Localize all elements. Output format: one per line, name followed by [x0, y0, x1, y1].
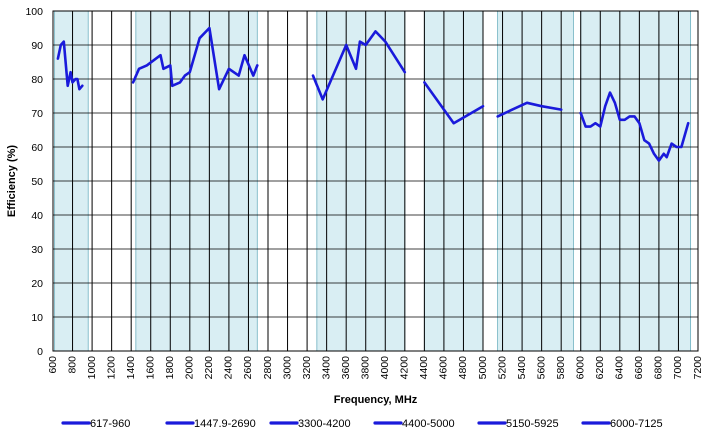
- x-tick-label: 6200: [594, 356, 606, 380]
- legend-label-0: 617-960: [90, 418, 130, 430]
- y-axis-label: Efficiency (%): [6, 145, 18, 217]
- x-tick-label: 4800: [457, 356, 469, 380]
- x-tick-label: 4200: [399, 356, 411, 380]
- series-lines: [56, 26, 690, 162]
- y-tick-label: 10: [31, 312, 43, 324]
- x-tick-label: 3200: [301, 356, 313, 380]
- y-tick-label: 70: [31, 108, 43, 120]
- x-tick-label: 5600: [535, 356, 547, 380]
- x-tick-label: 2600: [242, 356, 254, 380]
- legend-label-5: 6000-7125: [610, 418, 663, 430]
- x-tick-label: 2400: [223, 356, 235, 380]
- x-tick-labels: 600 800 1000 1200 1400 1600 1800 2000 2200 2400 26…: [47, 356, 704, 380]
- legend-label-1: 1447.9-2690: [194, 418, 256, 430]
- x-tick-label: 6800: [653, 356, 665, 380]
- series-line-5: [579, 91, 690, 162]
- x-tick-label: 5200: [496, 356, 508, 380]
- series-line-1: [131, 26, 259, 91]
- x-tick-label: 800: [66, 356, 78, 374]
- x-tick-label: 3400: [320, 356, 332, 380]
- legend: 617-960 1447.9-2690 3300-4200 4400-5000 5150…: [61, 418, 663, 430]
- y-tick-label: 50: [31, 176, 43, 188]
- x-tick-label: 3800: [360, 356, 372, 380]
- y-tick-label: 90: [31, 40, 43, 52]
- x-tick-label: 6400: [614, 356, 626, 380]
- x-tick-label: 2800: [262, 356, 274, 380]
- y-tick-label: 30: [31, 244, 43, 256]
- x-tick-label: 5000: [477, 356, 489, 380]
- x-tick-label: 1600: [145, 356, 157, 380]
- x-tick-label: 3600: [340, 356, 352, 380]
- series-line-0: [56, 40, 84, 91]
- series-line-2: [311, 30, 407, 101]
- x-tick-label: 600: [47, 356, 59, 374]
- series-line-4: [496, 101, 563, 118]
- x-tick-label: 5400: [516, 356, 528, 380]
- legend-label-4: 5150-5925: [506, 418, 559, 430]
- x-tick-label: 1400: [125, 356, 137, 380]
- y-tick-label: 100: [25, 6, 43, 18]
- x-tick-label: 7000: [672, 356, 684, 380]
- x-tick-label: 2200: [203, 356, 215, 380]
- y-tick-labels: 0 10 20 30 40 50 60 70 80 90 100: [25, 6, 43, 358]
- legend-label-3: 4400-5000: [402, 418, 455, 430]
- y-tick-label: 80: [31, 74, 43, 86]
- x-tick-label: 3000: [281, 356, 293, 380]
- legend-label-2: 3300-4200: [298, 418, 351, 430]
- x-tick-label: 6600: [633, 356, 645, 380]
- plot-frame: [52, 10, 699, 352]
- y-tick-label: 40: [31, 210, 43, 222]
- x-tick-label: 1800: [164, 356, 176, 380]
- y-tick-label: 60: [31, 142, 43, 154]
- x-tick-label: 1200: [105, 356, 117, 380]
- x-tick-label: 6000: [575, 356, 587, 380]
- x-tick-label: 4000: [379, 356, 391, 380]
- y-tick-label: 0: [37, 346, 43, 358]
- x-tick-label: 4600: [438, 356, 450, 380]
- series-line-3: [423, 81, 485, 125]
- x-tick-label: 7200: [692, 356, 704, 380]
- y-tick-label: 20: [31, 278, 43, 290]
- x-tick-label: 1000: [86, 356, 98, 380]
- x-tick-label: 4400: [418, 356, 430, 380]
- x-tick-label: 5800: [555, 356, 567, 380]
- x-tick-label: 2000: [184, 356, 196, 380]
- x-axis-label: Frequency, MHz: [334, 394, 418, 406]
